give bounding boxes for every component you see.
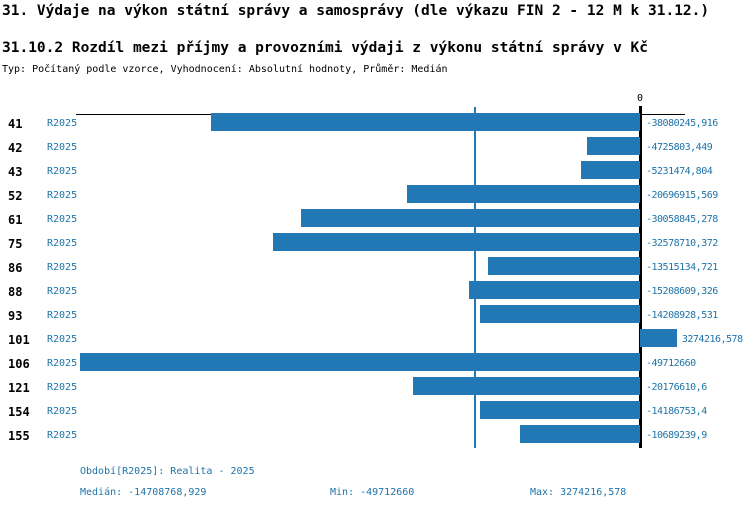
row-category-label: 155 [8, 429, 30, 443]
bar [412, 377, 640, 395]
bar-value-label: 3274216,578 [681, 334, 743, 345]
row-series-label: R2025 [47, 238, 78, 249]
bar [586, 137, 640, 155]
row-category-label: 43 [8, 165, 23, 179]
row-category-label: 41 [8, 117, 23, 131]
bar-value-label: -13515134,721 [646, 262, 718, 273]
bar-value-label: -4725803,449 [646, 142, 713, 153]
median-line [474, 107, 476, 448]
chart-row: 155 R2025 -10689239,9 [0, 424, 750, 448]
row-category-label: 75 [8, 237, 23, 251]
row-category-label: 101 [8, 333, 30, 347]
bar-value-label: -14208928,531 [646, 310, 718, 321]
zero-axis-line [639, 106, 642, 448]
bar-value-label: -10689239,9 [646, 430, 707, 441]
chart-row: 41 R2025 -38080245,916 [0, 112, 750, 136]
bar-value-label: -32578710,372 [646, 238, 718, 249]
meta-line: Typ: Počítaný podle vzorce, Vyhodnocení:… [2, 64, 448, 75]
row-series-label: R2025 [47, 310, 78, 321]
row-category-label: 93 [8, 309, 23, 323]
row-series-label: R2025 [47, 190, 78, 201]
bar [301, 209, 640, 227]
row-series-label: R2025 [47, 358, 78, 369]
chart-row: 52 R2025 -20696915,569 [0, 184, 750, 208]
row-series-label: R2025 [47, 142, 78, 153]
chart-row: 42 R2025 -4725803,449 [0, 136, 750, 160]
row-series-label: R2025 [47, 382, 78, 393]
row-series-label: R2025 [47, 286, 78, 297]
bar [468, 281, 640, 299]
report-title: 31. Výdaje na výkon státní správy a samo… [2, 3, 710, 19]
row-category-label: 88 [8, 285, 23, 299]
row-series-label: R2025 [47, 118, 78, 129]
bar [406, 185, 640, 203]
row-series-label: R2025 [47, 334, 78, 345]
zero-axis-label: 0 [636, 93, 644, 104]
chart-row: 75 R2025 -32578710,372 [0, 232, 750, 256]
footer-median: Medián: -14708768,929 [80, 487, 207, 498]
bar-value-label: -20176610,6 [646, 382, 707, 393]
row-category-label: 52 [8, 189, 23, 203]
chart-row: 121 R2025 -20176610,6 [0, 376, 750, 400]
bar [273, 233, 640, 251]
row-series-label: R2025 [47, 214, 78, 225]
chart-row: 86 R2025 -13515134,721 [0, 256, 750, 280]
chart-row: 88 R2025 -15208609,326 [0, 280, 750, 304]
section-title: 31.10.2 Rozdíl mezi příjmy a provozními … [2, 40, 649, 56]
chart-row: 154 R2025 -14186753,4 [0, 400, 750, 424]
bar [80, 353, 640, 371]
footer-max: Max: 3274216,578 [530, 487, 627, 498]
row-series-label: R2025 [47, 406, 78, 417]
row-series-label: R2025 [47, 262, 78, 273]
bar-value-label: -14186753,4 [646, 406, 707, 417]
row-category-label: 42 [8, 141, 23, 155]
bar-value-label: -49712660 [646, 358, 696, 369]
bar-value-label: -30058845,278 [646, 214, 718, 225]
bar-value-label: -5231474,804 [646, 166, 713, 177]
bar [211, 113, 640, 131]
row-category-label: 154 [8, 405, 30, 419]
chart-row: 43 R2025 -5231474,804 [0, 160, 750, 184]
row-category-label: 121 [8, 381, 30, 395]
chart-row: 61 R2025 -30058845,278 [0, 208, 750, 232]
row-series-label: R2025 [47, 166, 78, 177]
bar-value-label: -20696915,569 [646, 190, 718, 201]
bar-value-label: -38080245,916 [646, 118, 718, 129]
bar [487, 257, 640, 275]
bar [479, 305, 640, 323]
footer-period: Období[R2025]: Realita - 2025 [80, 466, 255, 477]
chart-row: 101 R2025 3274216,578 [0, 328, 750, 352]
bar [640, 329, 677, 347]
bar-value-label: -15208609,326 [646, 286, 718, 297]
row-category-label: 106 [8, 357, 30, 371]
chart-row: 106 R2025 -49712660 [0, 352, 750, 376]
row-category-label: 86 [8, 261, 23, 275]
bar [519, 425, 640, 443]
footer-min: Min: -49712660 [330, 487, 415, 498]
row-series-label: R2025 [47, 430, 78, 441]
row-category-label: 61 [8, 213, 23, 227]
bar [480, 401, 640, 419]
bar [581, 161, 640, 179]
chart-row: 93 R2025 -14208928,531 [0, 304, 750, 328]
